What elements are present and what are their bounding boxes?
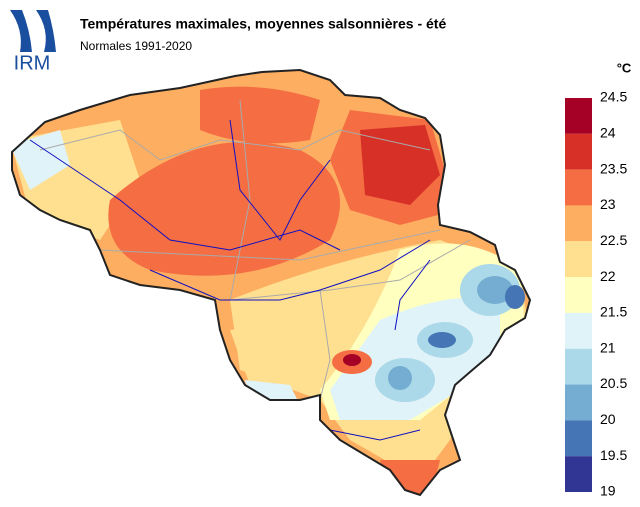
legend-swatch bbox=[565, 205, 592, 242]
legend-tick-label: 22.5 bbox=[600, 232, 627, 248]
logo: IRM bbox=[10, 10, 56, 74]
legend-tick-label: 20 bbox=[600, 411, 616, 427]
legend-tick-label: 24.5 bbox=[600, 89, 627, 105]
map-subtitle: Normales 1991-2020 bbox=[80, 39, 192, 53]
legend-swatch bbox=[565, 277, 592, 313]
legend-swatch bbox=[565, 169, 592, 206]
legend-tick-label: 23.5 bbox=[600, 160, 627, 176]
belgium-map bbox=[11, 69, 531, 496]
legend-swatch bbox=[565, 384, 592, 421]
legend-swatch bbox=[565, 312, 592, 349]
legend-tick-label: 24 bbox=[600, 125, 616, 141]
legend: 24.5 24 23.5 23 22.5 22 21.5 21 20.5 20 19.5 19 bbox=[565, 89, 627, 499]
legend-swatch bbox=[565, 420, 592, 457]
legend-swatch bbox=[565, 133, 592, 170]
legend-unit: °C bbox=[617, 60, 632, 75]
legend-swatch bbox=[565, 348, 592, 385]
logo-text: IRM bbox=[14, 52, 51, 74]
legend-tick-label: 21 bbox=[600, 339, 616, 355]
legend-tick-label: 22 bbox=[600, 268, 616, 284]
legend-tick-label: 19.5 bbox=[600, 447, 627, 463]
legend-tick-label: 21.5 bbox=[600, 304, 627, 320]
legend-swatch bbox=[565, 456, 592, 492]
legend-swatch bbox=[565, 98, 592, 134]
map-title: Températures maximales, moyennes salsonn… bbox=[80, 16, 446, 32]
legend-tick-label: 20.5 bbox=[600, 375, 627, 391]
legend-tick-label: 23 bbox=[600, 196, 616, 212]
legend-tick-label: 19 bbox=[600, 483, 616, 499]
legend-swatch bbox=[565, 241, 592, 278]
